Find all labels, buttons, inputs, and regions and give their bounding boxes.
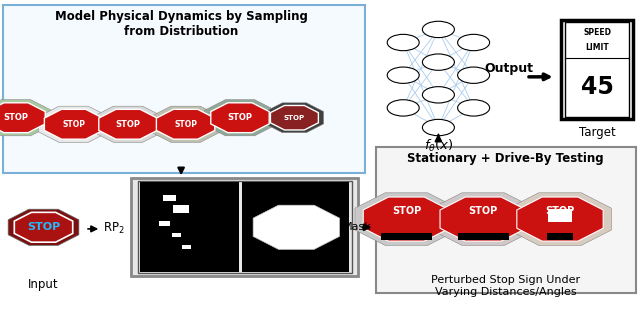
Polygon shape bbox=[253, 205, 339, 249]
Polygon shape bbox=[44, 109, 103, 139]
FancyBboxPatch shape bbox=[3, 5, 365, 173]
Text: Stationary + Drive-By Testing: Stationary + Drive-By Testing bbox=[407, 152, 604, 165]
Bar bbox=[140, 182, 239, 272]
Polygon shape bbox=[0, 100, 51, 136]
FancyBboxPatch shape bbox=[565, 22, 629, 117]
Circle shape bbox=[458, 100, 490, 116]
Polygon shape bbox=[432, 193, 534, 245]
Circle shape bbox=[422, 54, 454, 70]
Bar bbox=[548, 209, 572, 222]
FancyBboxPatch shape bbox=[131, 178, 358, 276]
FancyBboxPatch shape bbox=[376, 147, 636, 293]
Text: $\mathrm{RP}_2$: $\mathrm{RP}_2$ bbox=[103, 221, 125, 236]
Circle shape bbox=[458, 34, 490, 51]
Text: STOP: STOP bbox=[27, 222, 60, 232]
Circle shape bbox=[387, 34, 419, 51]
Text: LIMIT: LIMIT bbox=[585, 43, 609, 52]
Circle shape bbox=[422, 119, 454, 136]
Circle shape bbox=[422, 87, 454, 103]
Circle shape bbox=[422, 21, 454, 38]
Text: STOP: STOP bbox=[62, 120, 85, 129]
Text: Target: Target bbox=[579, 126, 616, 139]
Text: STOP: STOP bbox=[115, 120, 141, 129]
FancyBboxPatch shape bbox=[138, 181, 352, 273]
Polygon shape bbox=[205, 100, 275, 136]
Bar bbox=[159, 221, 170, 226]
Polygon shape bbox=[38, 106, 109, 142]
Polygon shape bbox=[0, 103, 45, 133]
Text: Model Physical Dynamics by Sampling
from Distribution: Model Physical Dynamics by Sampling from… bbox=[54, 10, 308, 39]
Text: 45: 45 bbox=[580, 76, 614, 99]
Polygon shape bbox=[355, 193, 458, 245]
FancyBboxPatch shape bbox=[561, 20, 633, 119]
Polygon shape bbox=[265, 103, 324, 133]
Bar bbox=[163, 195, 176, 201]
Polygon shape bbox=[14, 212, 73, 242]
Text: Input: Input bbox=[28, 278, 59, 291]
Polygon shape bbox=[99, 109, 157, 139]
Polygon shape bbox=[271, 106, 318, 130]
Bar bbox=[182, 245, 191, 249]
Bar bbox=[381, 233, 432, 240]
Polygon shape bbox=[509, 193, 611, 245]
Bar bbox=[547, 233, 573, 240]
Polygon shape bbox=[517, 197, 603, 241]
Polygon shape bbox=[156, 109, 215, 139]
Polygon shape bbox=[440, 197, 526, 241]
Bar bbox=[242, 182, 349, 272]
Circle shape bbox=[458, 67, 490, 83]
Circle shape bbox=[387, 100, 419, 116]
Text: STOP: STOP bbox=[174, 120, 197, 129]
Text: STOP: STOP bbox=[392, 206, 421, 216]
Polygon shape bbox=[364, 197, 449, 241]
Bar bbox=[173, 205, 189, 213]
Text: Perturbed Stop Sign Under
Varying Distances/Angles: Perturbed Stop Sign Under Varying Distan… bbox=[431, 275, 580, 297]
Polygon shape bbox=[93, 106, 163, 142]
Text: STOP: STOP bbox=[468, 206, 498, 216]
Text: STOP: STOP bbox=[3, 113, 29, 122]
Text: STOP: STOP bbox=[545, 206, 575, 216]
Text: $f_{\theta}(x)$: $f_{\theta}(x)$ bbox=[424, 137, 453, 154]
Text: Output: Output bbox=[484, 62, 533, 75]
Text: SPEED: SPEED bbox=[583, 27, 611, 37]
Text: STOP: STOP bbox=[284, 115, 305, 121]
Text: STOP: STOP bbox=[227, 113, 253, 122]
Bar bbox=[172, 233, 181, 237]
Polygon shape bbox=[211, 103, 269, 133]
Circle shape bbox=[387, 67, 419, 83]
Polygon shape bbox=[8, 209, 79, 245]
Text: Mask: Mask bbox=[342, 222, 371, 232]
Polygon shape bbox=[150, 106, 221, 142]
Bar bbox=[458, 233, 509, 240]
